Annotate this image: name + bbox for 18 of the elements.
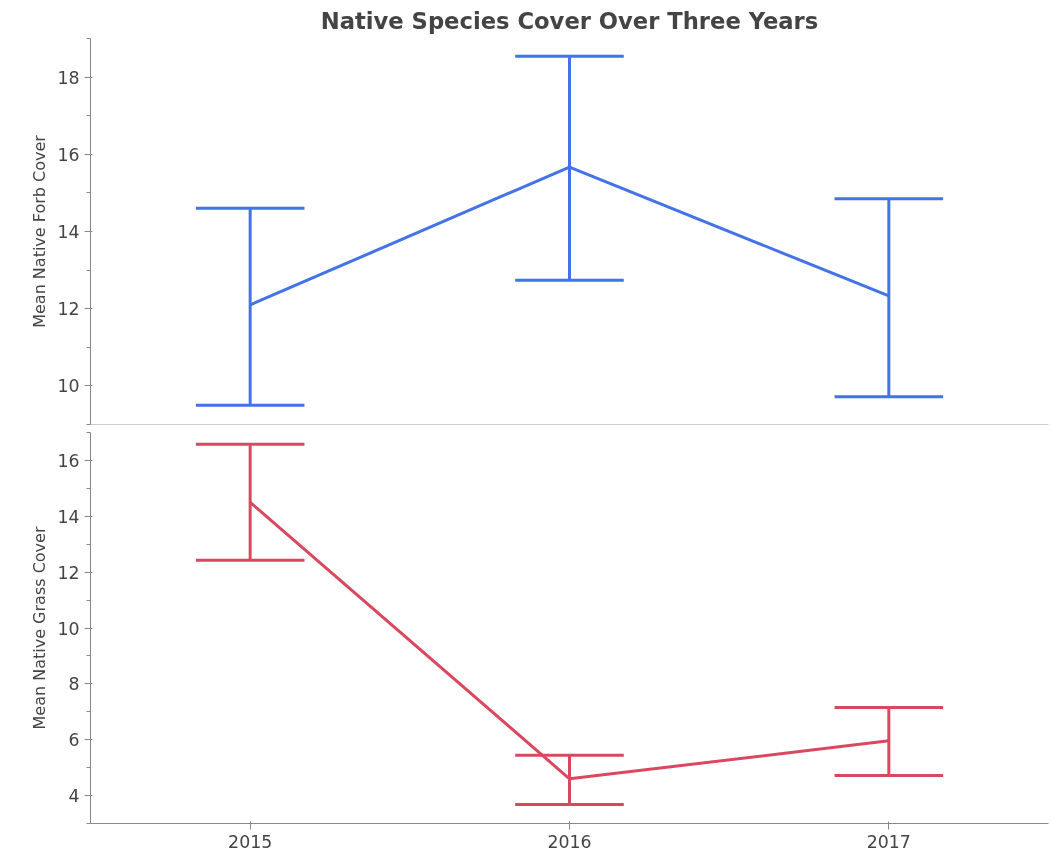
y-tick-label: 12 <box>57 299 80 320</box>
x-tick-label: 2016 <box>547 831 592 852</box>
chart-title: Native Species Cover Over Three Years <box>320 7 819 34</box>
y-tick-label: 16 <box>57 450 80 471</box>
y-tick-label: 14 <box>57 506 80 527</box>
y-tick-label: 6 <box>68 730 80 751</box>
y-tick-label: 16 <box>57 144 80 165</box>
x-tick-label: 2015 <box>228 831 273 852</box>
y-tick-label: 10 <box>57 618 80 639</box>
y-tick-label: 4 <box>68 786 80 807</box>
y-axis-title: Mean Native Forb Cover <box>30 134 50 328</box>
y-axis-title: Mean Native Grass Cover <box>30 526 50 730</box>
y-tick-label: 10 <box>57 376 80 397</box>
y-tick-label: 12 <box>57 562 80 583</box>
y-tick-label: 18 <box>57 67 80 88</box>
x-tick-label: 2017 <box>866 831 911 852</box>
y-tick-label: 14 <box>57 222 80 242</box>
y-tick-label: 8 <box>68 674 80 695</box>
